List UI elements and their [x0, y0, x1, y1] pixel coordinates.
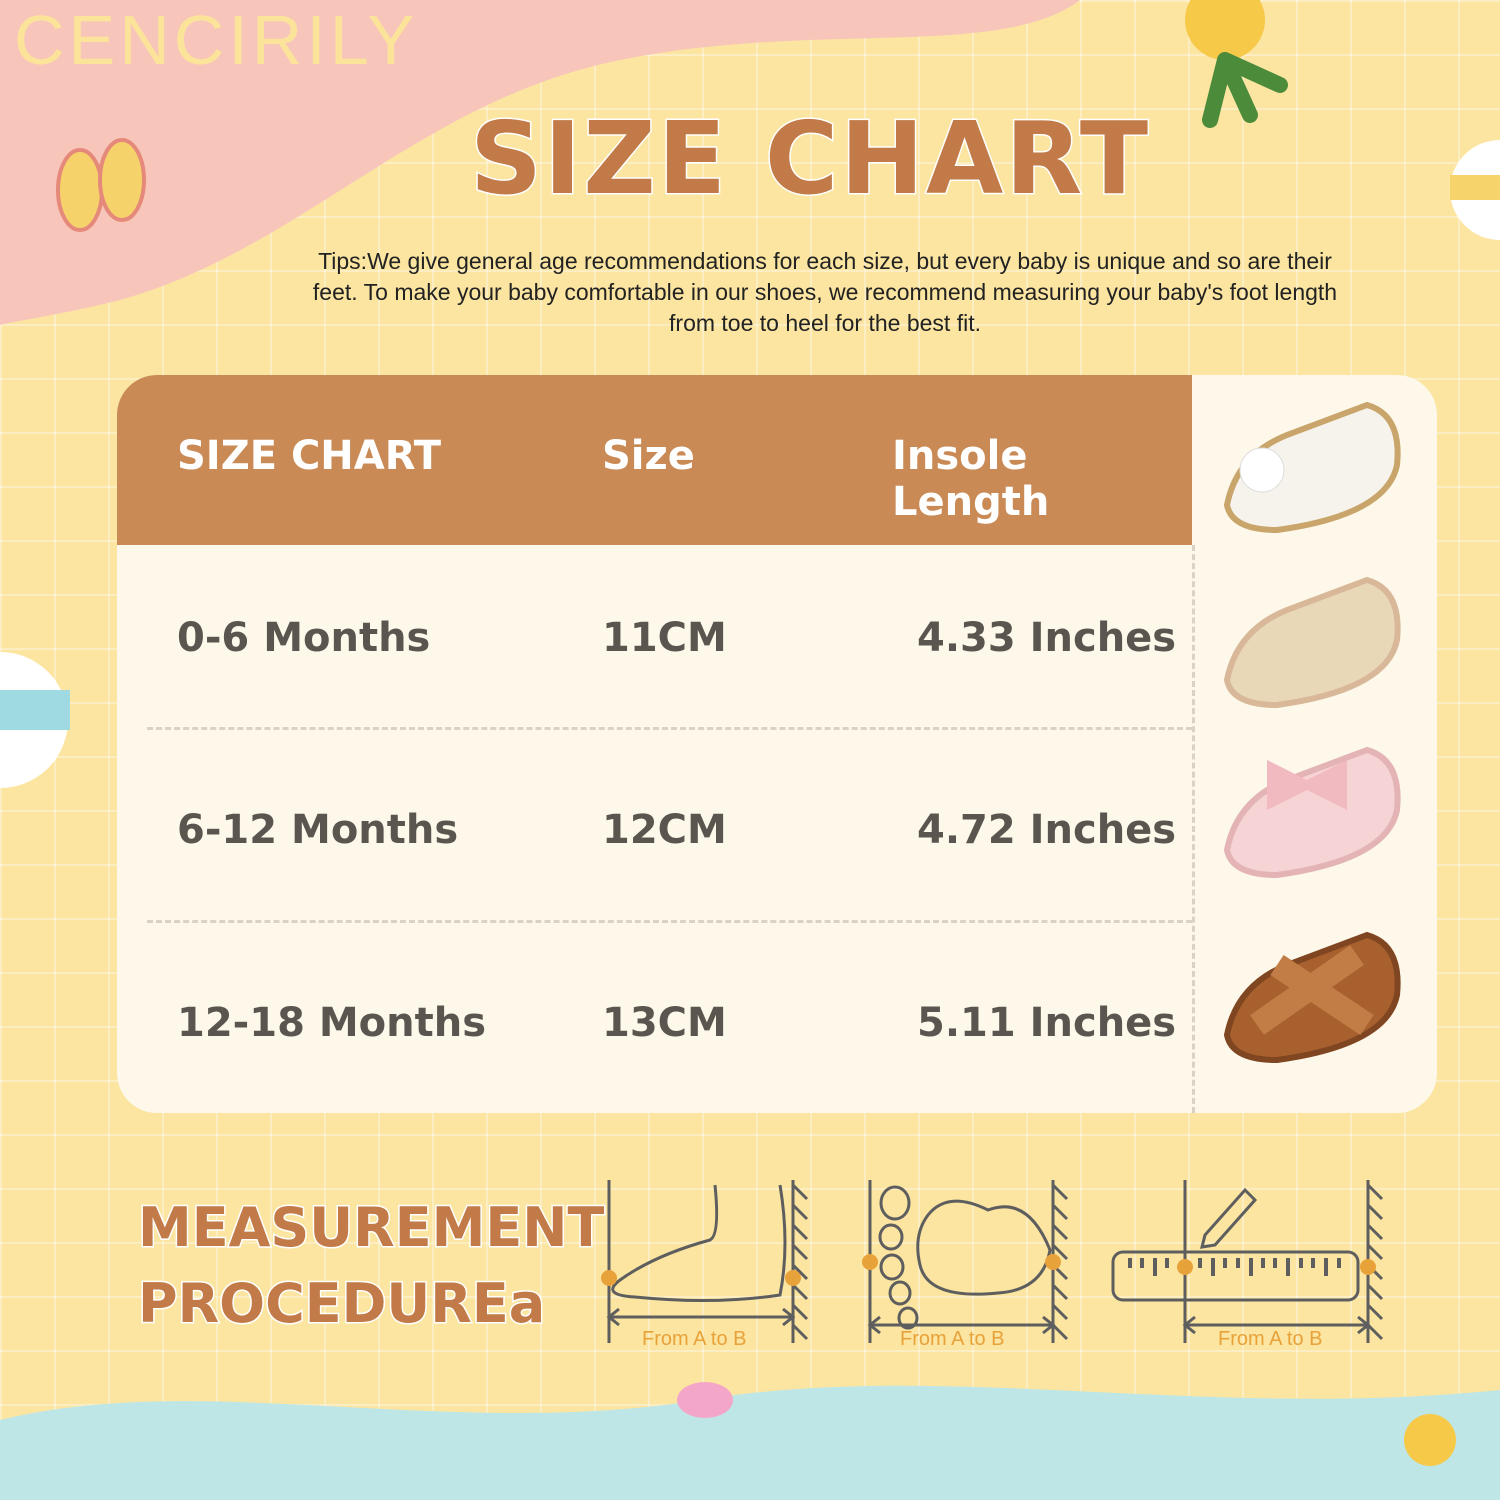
- table-row: 12-18 Months 13CM 5.11 Inches: [117, 930, 1192, 1113]
- ruler-diagram: [1111, 1180, 1384, 1343]
- header-size-chart: SIZE CHART: [177, 433, 442, 479]
- foot-side-diagram: [601, 1180, 809, 1343]
- from-a-to-b-label: From A to B: [642, 1328, 747, 1350]
- age-cell: 0-6 Months: [177, 615, 431, 661]
- table-header: SIZE CHART Size Insole Length: [117, 375, 1192, 545]
- page-title: SIZE CHART: [468, 99, 1151, 219]
- size-cell: 12CM: [602, 807, 727, 853]
- size-chart-table: SIZE CHART Size Insole Length 0-6 Months…: [117, 375, 1437, 1113]
- brown-sandal-image: [1223, 931, 1401, 1064]
- brand-logo: CENCIRILY: [14, 1, 419, 79]
- white-flower-sandal-image: [1223, 401, 1401, 534]
- foot-print-diagram: [862, 1180, 1069, 1343]
- insole-cell: 4.72 Inches: [917, 807, 1177, 853]
- measurement-procedure-title: MEASUREMENT PROCEDUREa: [136, 1190, 605, 1342]
- insole-cell: 5.11 Inches: [917, 1000, 1177, 1046]
- from-a-to-b-label: From A to B: [900, 1328, 1005, 1350]
- age-cell: 6-12 Months: [177, 807, 459, 853]
- size-cell: 13CM: [602, 1000, 727, 1046]
- size-cell: 11CM: [602, 615, 727, 661]
- header-insole-length: Insole Length: [892, 433, 1050, 525]
- insole-cell: 4.33 Inches: [917, 615, 1177, 661]
- header-size: Size: [602, 433, 695, 479]
- table-row: 6-12 Months 12CM 4.72 Inches: [117, 737, 1192, 930]
- column-divider: [1192, 545, 1195, 1113]
- age-cell: 12-18 Months: [177, 1000, 487, 1046]
- row-divider: [147, 727, 1192, 730]
- from-a-to-b-label: From A to B: [1218, 1328, 1323, 1350]
- tips-text: Tips:We give general age recommendations…: [312, 248, 1338, 336]
- row-divider: [147, 920, 1192, 923]
- table-row: 0-6 Months 11CM 4.33 Inches: [117, 545, 1192, 738]
- gold-sandal-image: [1223, 576, 1401, 709]
- pink-bow-sandal-image: [1223, 746, 1401, 879]
- measurement-title-line2: PROCEDUREa: [136, 1271, 546, 1337]
- measurement-title-line1: MEASUREMENT: [136, 1195, 605, 1261]
